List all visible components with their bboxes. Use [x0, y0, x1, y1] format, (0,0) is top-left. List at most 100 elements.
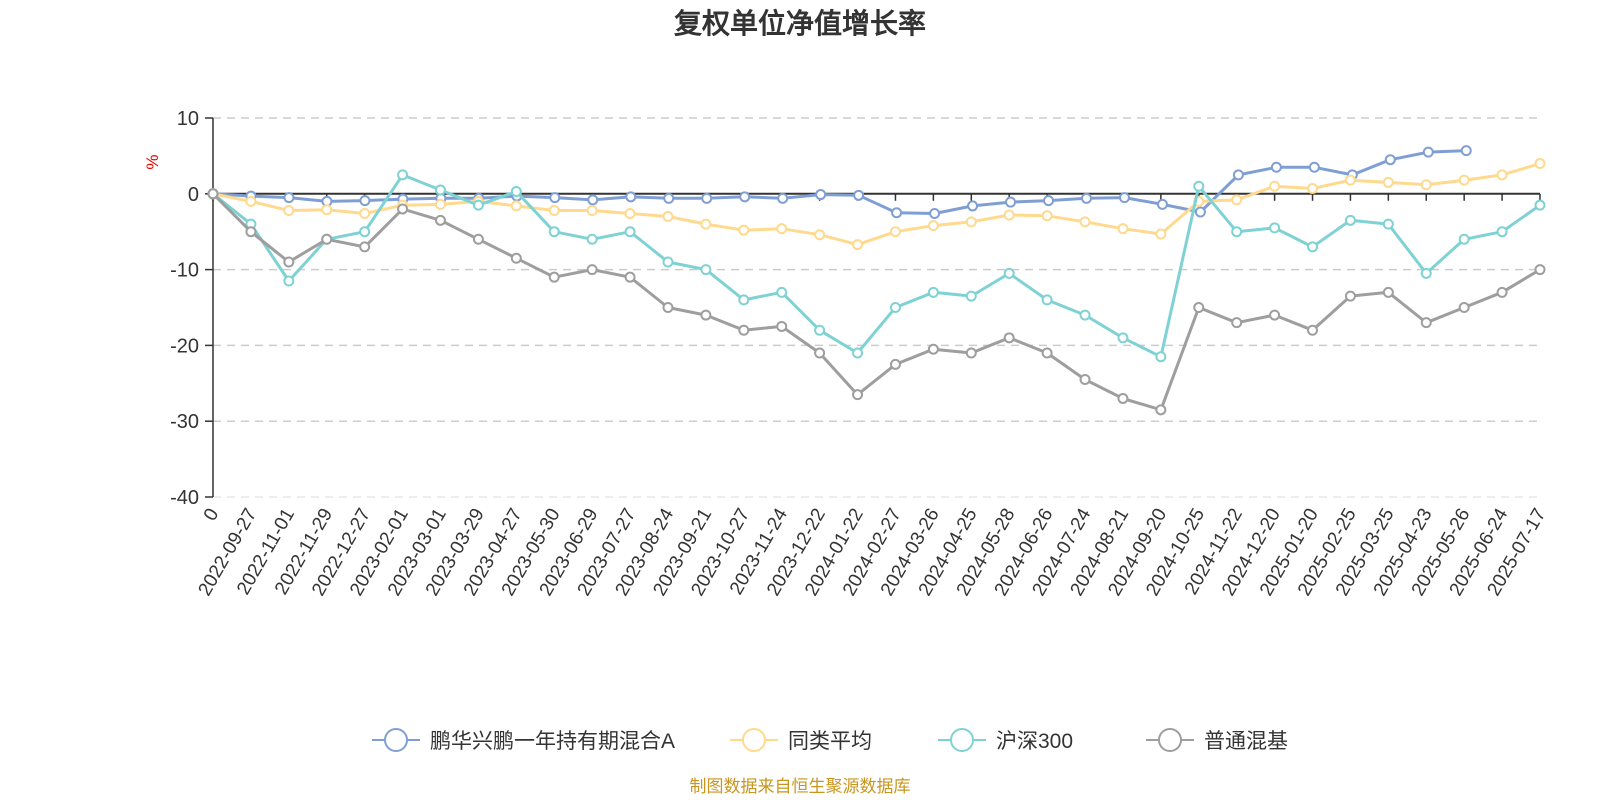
- data-point: [245, 226, 257, 238]
- data-point: [434, 198, 446, 210]
- data-point: [1384, 154, 1396, 166]
- data-point: [245, 195, 257, 207]
- data-point: [1534, 264, 1546, 276]
- data-point: [472, 199, 484, 211]
- data-point: [625, 191, 637, 203]
- x-tick-label: 0: [200, 505, 223, 525]
- legend-marker: [1158, 728, 1182, 752]
- data-point: [283, 256, 295, 268]
- series-line: [211, 162, 1542, 247]
- data-point: [965, 216, 977, 228]
- data-point: [663, 192, 675, 204]
- data-point: [814, 347, 826, 359]
- data-point: [1458, 302, 1470, 313]
- data-point: [359, 195, 371, 207]
- data-point: [397, 203, 409, 215]
- data-point: [1534, 199, 1546, 211]
- data-point: [739, 191, 751, 203]
- data-point: [814, 229, 826, 241]
- data-point: [1003, 332, 1015, 344]
- data-point: [1420, 267, 1432, 279]
- data-point: [1382, 218, 1394, 230]
- legend-marker: [950, 728, 974, 752]
- legend-marker: [742, 728, 766, 752]
- data-point: [472, 233, 484, 245]
- legend-label: 鹏华兴鹏一年持有期混合A: [430, 730, 675, 753]
- data-point: [927, 343, 939, 355]
- data-point: [548, 204, 560, 216]
- data-point: [586, 204, 598, 216]
- data-point: [1156, 198, 1168, 210]
- data-point: [1308, 161, 1320, 173]
- series-line: [211, 173, 1542, 359]
- data-point: [586, 264, 598, 276]
- legend-label: 普通混基: [1204, 730, 1288, 753]
- data-point: [510, 252, 522, 264]
- data-point: [624, 226, 636, 238]
- legend-marker: [384, 728, 408, 752]
- source-note: 制图数据来自恒生聚源数据库: [690, 777, 911, 796]
- y-tick-label: -30: [170, 411, 199, 433]
- legend-label: 同类平均: [788, 730, 872, 753]
- data-point: [548, 271, 560, 283]
- data-point: [1117, 392, 1129, 404]
- data-point: [1193, 302, 1205, 313]
- data-point: [1458, 174, 1470, 186]
- data-point: [1534, 157, 1546, 169]
- data-point: [965, 347, 977, 359]
- data-point: [1231, 194, 1243, 206]
- data-point: [1269, 222, 1281, 234]
- data-point: [1231, 226, 1243, 238]
- series-3: [207, 188, 1546, 416]
- data-point: [853, 189, 865, 201]
- data-point: [927, 220, 939, 232]
- y-tick-label: -20: [170, 335, 199, 357]
- data-point: [852, 389, 864, 401]
- legend-item: 沪深300: [938, 728, 1073, 753]
- series-layer: [207, 145, 1546, 416]
- chart-title: 复权单位净值增长率: [674, 7, 926, 39]
- data-point: [1041, 210, 1053, 222]
- data-point: [776, 320, 788, 332]
- series-line: [211, 149, 1468, 215]
- grid-layer: [213, 117, 1540, 498]
- data-point: [1232, 169, 1244, 181]
- data-point: [283, 204, 295, 216]
- data-point: [1231, 317, 1243, 329]
- data-point: [777, 192, 789, 204]
- data-point: [586, 233, 598, 245]
- data-point: [434, 214, 446, 226]
- data-point: [1155, 351, 1167, 363]
- data-point: [1117, 332, 1129, 344]
- data-point: [889, 358, 901, 370]
- data-point: [1420, 317, 1432, 329]
- legend-item: 普通混基: [1146, 728, 1288, 753]
- data-point: [889, 302, 901, 313]
- data-point: [776, 286, 788, 298]
- data-point: [434, 184, 446, 196]
- data-point: [359, 226, 371, 238]
- data-point: [891, 207, 903, 219]
- data-point: [776, 223, 788, 235]
- data-point: [549, 192, 561, 204]
- data-point: [700, 218, 712, 230]
- data-point: [1382, 286, 1394, 298]
- data-point: [662, 211, 674, 223]
- data-point: [1307, 182, 1319, 194]
- data-point: [1460, 145, 1472, 157]
- data-point: [738, 324, 750, 336]
- data-point: [1307, 324, 1319, 336]
- data-point: [1080, 192, 1092, 204]
- data-point: [1194, 206, 1206, 218]
- data-point: [1420, 179, 1432, 191]
- data-point: [700, 309, 712, 321]
- data-point: [1382, 176, 1394, 188]
- data-point: [1041, 294, 1053, 306]
- data-point: [1041, 347, 1053, 359]
- data-point: [587, 194, 599, 206]
- data-point: [624, 208, 636, 220]
- data-point: [1344, 290, 1356, 302]
- data-point: [1155, 228, 1167, 240]
